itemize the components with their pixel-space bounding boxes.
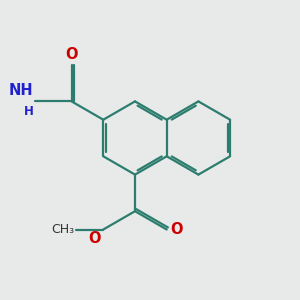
Text: O: O xyxy=(170,222,183,237)
Text: CH₃: CH₃ xyxy=(51,223,74,236)
Text: O: O xyxy=(65,47,78,62)
Text: NH: NH xyxy=(9,83,34,98)
Text: O: O xyxy=(88,231,101,246)
Text: H: H xyxy=(24,105,34,118)
